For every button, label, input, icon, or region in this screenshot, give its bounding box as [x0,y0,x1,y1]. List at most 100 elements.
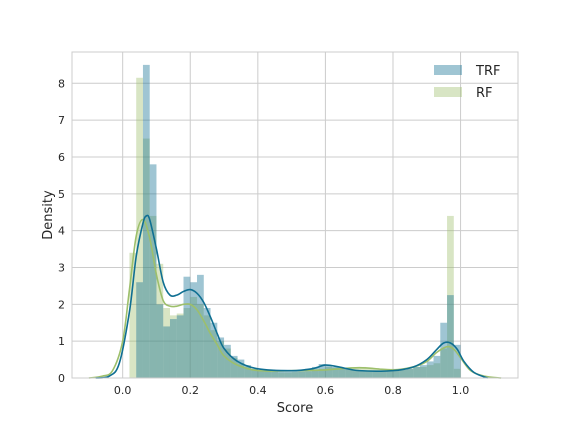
kde-line-rf [88,218,502,379]
bar-rf [399,368,407,378]
legend-label-trf: TRF [475,64,500,79]
bar-rf [197,304,204,378]
bar-trf [251,368,258,378]
plot-frame [71,51,519,379]
bar-trf [203,308,211,378]
bar-rf [291,372,299,378]
bar-rf [440,348,448,378]
bar-rf [230,357,238,378]
bar-rf [433,363,441,378]
bar-rf [264,371,272,378]
plot-area [71,51,519,379]
bar-rf [311,370,319,378]
bar-rf [305,371,312,378]
bar-trf [447,295,454,378]
bar-rf [386,368,393,378]
bar-rf [257,370,265,378]
bar-rf [420,366,427,378]
x-axis-ticks: 0.0 0.2 0.4 0.6 0.8 1.0 [114,384,469,397]
bar-rf [217,341,225,378]
bar-rf [426,365,434,378]
bar-trf [224,344,231,378]
y-tick-label: 1 [58,335,65,348]
bar-rf [251,368,258,378]
bar-rf [447,215,454,378]
bar-trf [169,319,177,378]
bar-trf [136,282,143,378]
bars-trf [136,64,461,379]
bar-trf [433,355,441,378]
bar-trf [264,370,272,378]
bar-trf [230,355,238,378]
bar-rf [136,77,143,378]
y-tick-label: 2 [58,298,65,311]
y-tick-label: 4 [58,225,65,238]
histogram-bars [129,64,461,379]
bar-rf [156,263,164,378]
bar-rf [406,368,414,378]
bar-rf [142,138,150,378]
bar-trf [426,361,434,378]
x-tick-label: 0.2 [182,384,200,397]
bar-rf [129,252,137,378]
bar-rf [149,215,157,378]
bar-rf [169,315,177,378]
kde-line-trf [95,214,488,379]
bar-trf [311,366,319,378]
bar-rf [298,371,306,378]
bar-rf [359,366,366,378]
legend-swatch-rf [434,87,462,97]
bar-trf [156,304,164,378]
bar-rf [345,368,353,378]
x-tick-label: 0.0 [114,384,132,397]
bar-trf [271,371,279,378]
bar-trf [386,370,393,378]
bar-rf [237,363,245,378]
bar-trf [190,282,198,378]
bar-trf [440,322,448,378]
y-tick-label: 8 [58,77,65,90]
bar-trf [176,315,184,378]
bar-trf [325,365,333,378]
bar-trf [149,164,157,378]
x-tick-label: 0.8 [384,384,402,397]
bar-trf [352,369,360,378]
y-tick-label: 6 [58,151,65,164]
bar-rf [224,348,231,378]
y-axis-label: Density [41,190,56,240]
bar-rf [278,372,285,378]
x-tick-label: 0.6 [317,384,335,397]
y-tick-label: 0 [58,372,65,385]
bar-rf [365,367,373,378]
bar-trf [197,274,204,378]
legend-label-rf: RF [476,86,493,101]
bar-rf [392,368,400,378]
bar-rf [352,368,360,378]
bar-rf [203,315,211,378]
bar-trf [359,370,366,378]
bar-trf [305,368,312,378]
bar-trf [163,326,170,378]
bar-trf [210,322,218,378]
bar-rf [284,372,292,378]
bar-trf [332,366,339,378]
bar-trf [392,370,400,378]
bar-rf [453,368,461,378]
bars-rf [129,77,461,378]
bar-trf [372,370,380,378]
bar-trf [237,359,245,378]
bar-rf [183,308,191,378]
y-tick-label: 5 [58,188,65,201]
bar-rf [271,371,279,378]
y-axis-ticks: 0 1 2 3 4 5 6 7 8 [58,77,65,385]
bar-rf [338,368,346,378]
bar-trf [413,366,421,378]
bar-rf [176,313,184,378]
bar-trf [217,337,225,378]
bar-trf [291,370,299,378]
bar-trf [379,370,387,378]
bar-trf [183,276,191,378]
bar-trf [338,367,346,378]
bar-rf [244,366,252,378]
